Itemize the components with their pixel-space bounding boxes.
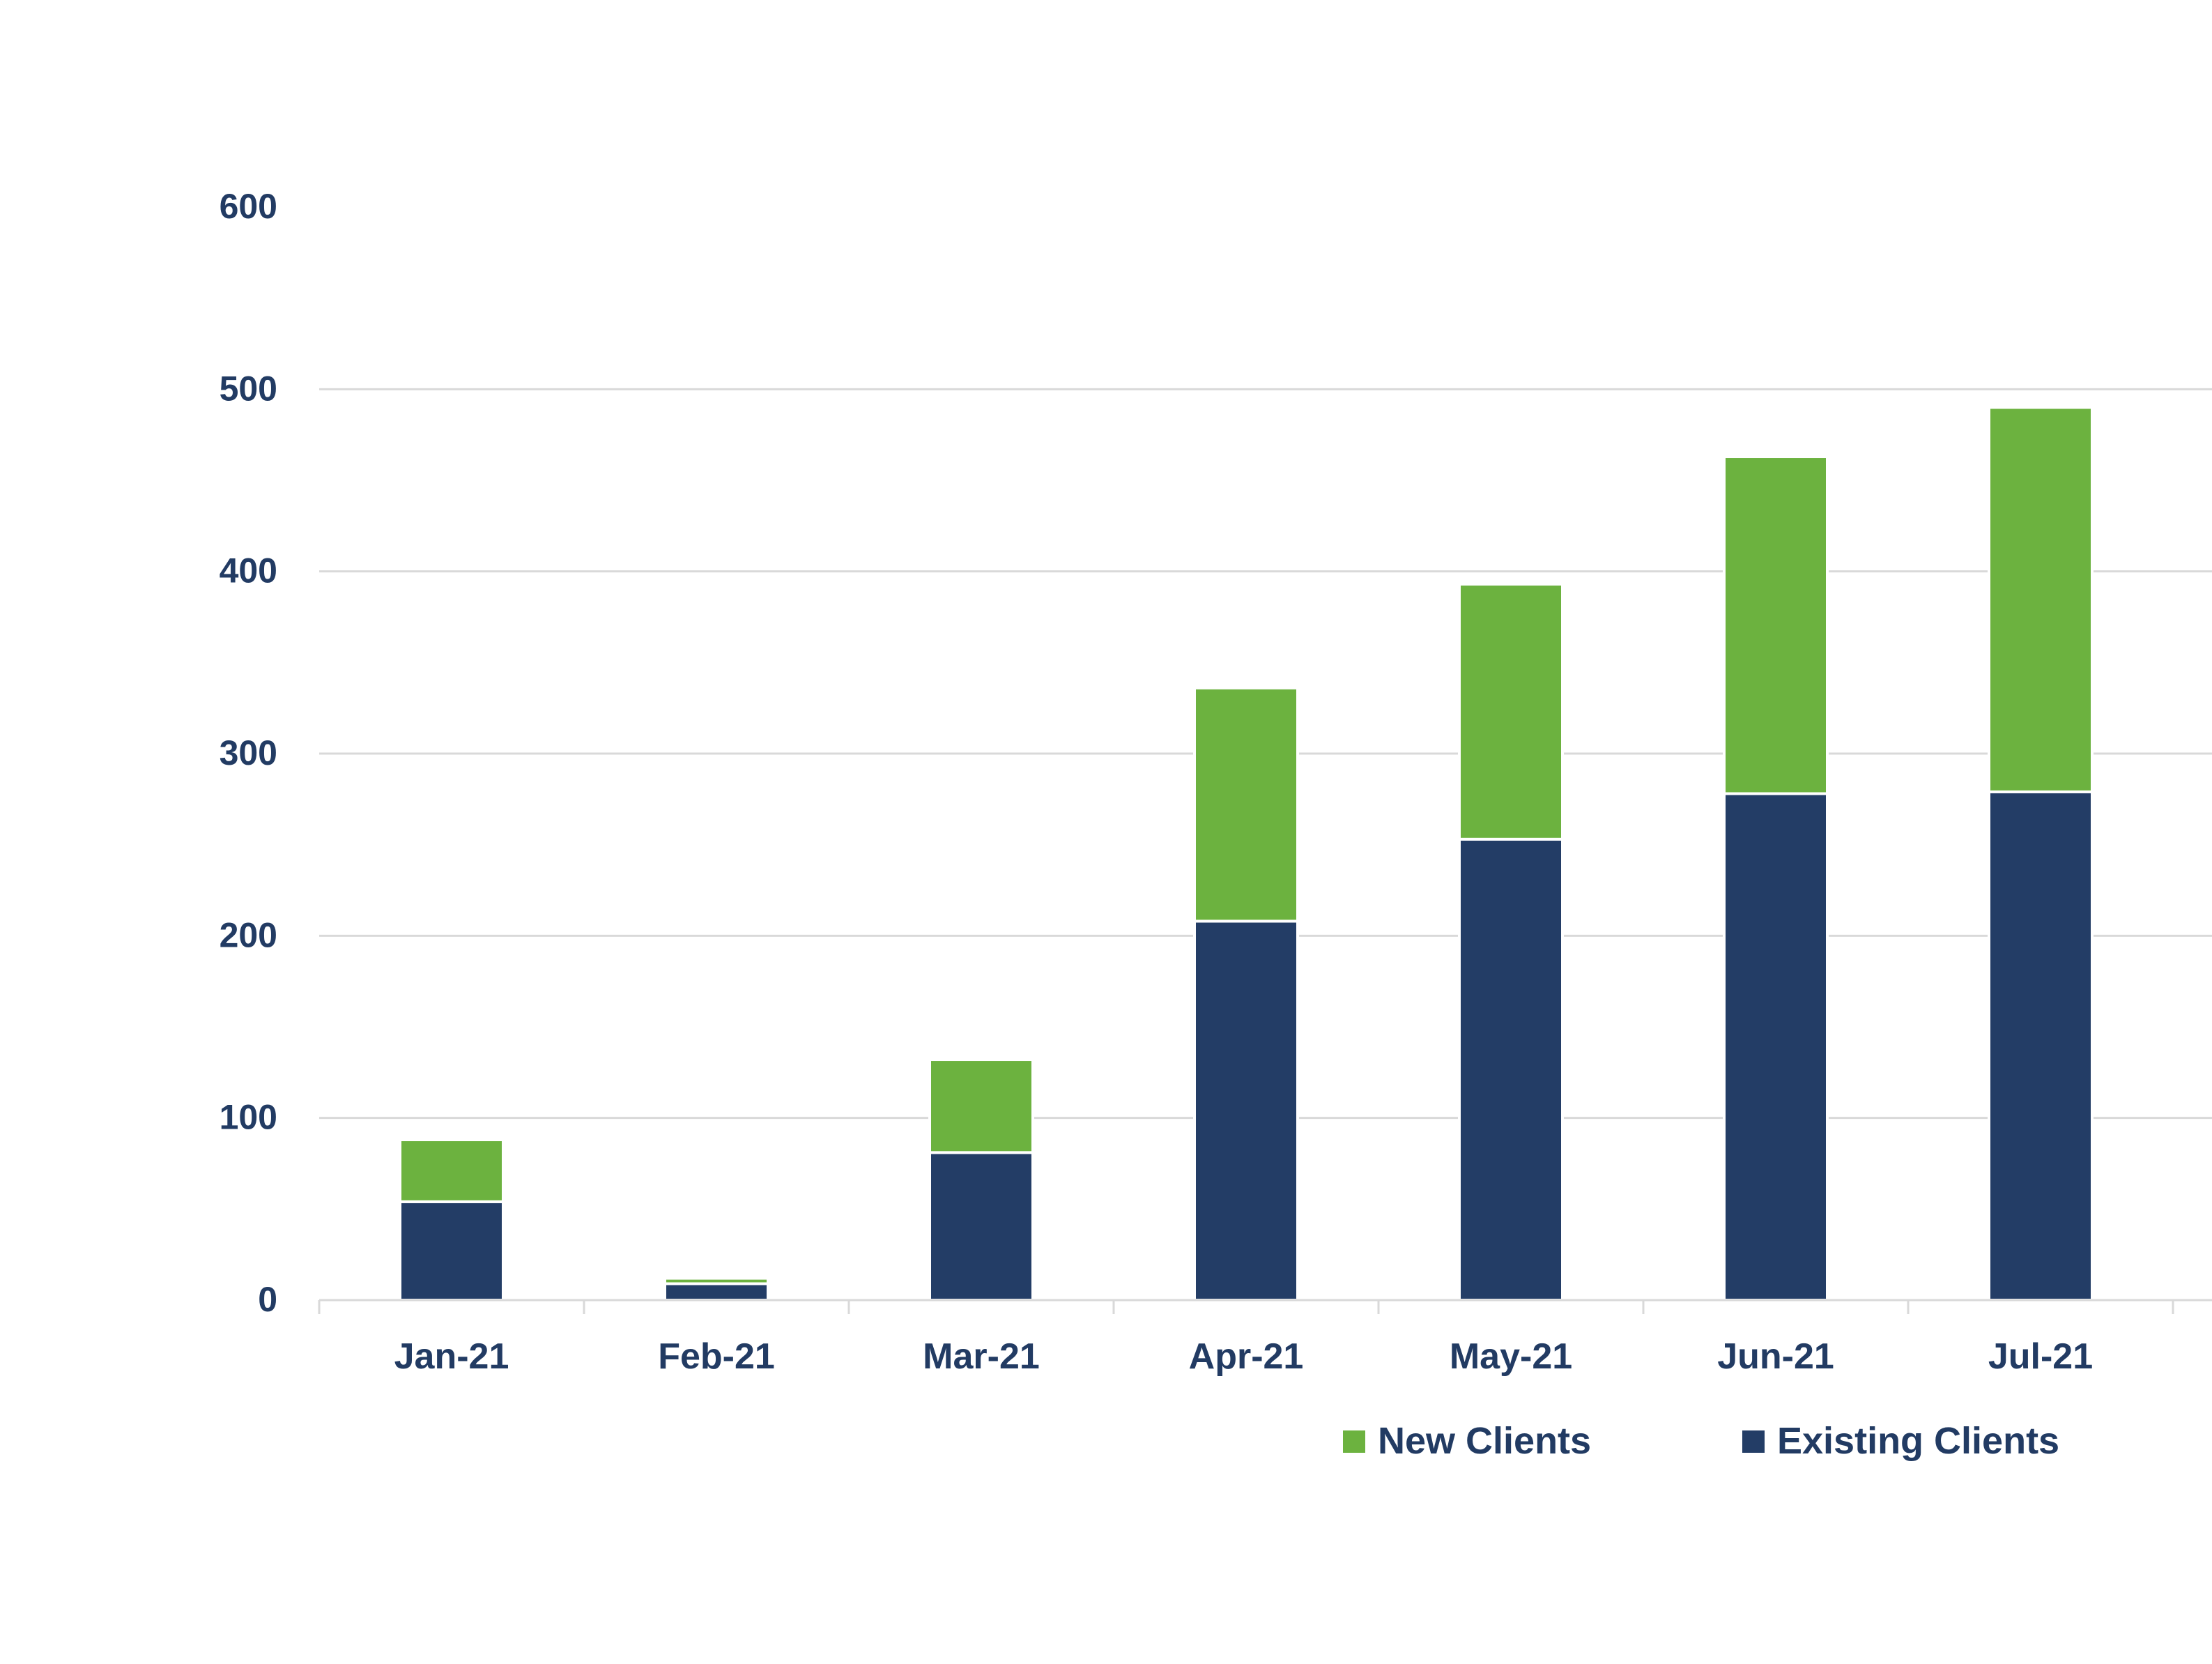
y-axis-tick-labels: 0 100 200 300 400 500 600 — [220, 187, 277, 1319]
legend-swatch — [1343, 1430, 1365, 1453]
legend: New Clients Existing Clients — [1343, 1420, 2059, 1462]
legend-label: Existing Clients — [1777, 1420, 2059, 1462]
y-tick-label: 500 — [220, 369, 277, 408]
bar-segment-existing-clients — [663, 1282, 769, 1302]
bar-segment-existing-clients — [928, 1151, 1034, 1302]
y-tick-label: 400 — [220, 551, 277, 590]
y-tick-label: 200 — [220, 915, 277, 954]
bar-segment-new-clients — [663, 1276, 769, 1285]
x-tick-label: Jun-21 — [1717, 1336, 1834, 1377]
bar-segment-existing-clients — [1723, 792, 1829, 1302]
x-axis — [318, 1299, 2212, 1314]
bar-segment-existing-clients — [1193, 919, 1299, 1302]
y-tick-label: 600 — [220, 187, 277, 226]
x-tick-label: May-21 — [1450, 1336, 1572, 1377]
bar-segment-new-clients — [1988, 406, 2094, 793]
legend-swatch — [1742, 1430, 1765, 1453]
bar-segment-new-clients — [399, 1138, 505, 1203]
bar-segment-new-clients — [928, 1058, 1034, 1154]
x-tick-label: Mar-21 — [923, 1336, 1040, 1377]
bar-segment-new-clients — [1723, 455, 1829, 795]
y-tick-label: 100 — [220, 1098, 277, 1137]
y-tick-label: 0 — [258, 1280, 277, 1319]
bars — [399, 406, 2094, 1302]
x-axis-tick-labels: Jan-21 Feb-21 Mar-21 Apr-21 May-21 Jun-21 Jul-… — [394, 1336, 2094, 1377]
bar-segment-existing-clients — [1458, 837, 1564, 1302]
bar-segment-existing-clients — [399, 1200, 505, 1302]
legend-item-existing-clients: Existing Clients — [1742, 1420, 2059, 1462]
bar-segment-existing-clients — [1988, 790, 2094, 1302]
bar-segment-new-clients — [1458, 582, 1564, 841]
legend-label: New Clients — [1378, 1420, 1591, 1462]
x-tick-label: Apr-21 — [1189, 1336, 1304, 1377]
x-tick-label: Feb-21 — [658, 1336, 775, 1377]
legend-item-new-clients: New Clients — [1343, 1420, 1591, 1462]
x-tick-label: Jul-21 — [1988, 1336, 2093, 1377]
y-tick-label: 300 — [220, 733, 277, 772]
bar-segment-new-clients — [1193, 686, 1299, 923]
x-tick-label: Jan-21 — [394, 1336, 509, 1377]
